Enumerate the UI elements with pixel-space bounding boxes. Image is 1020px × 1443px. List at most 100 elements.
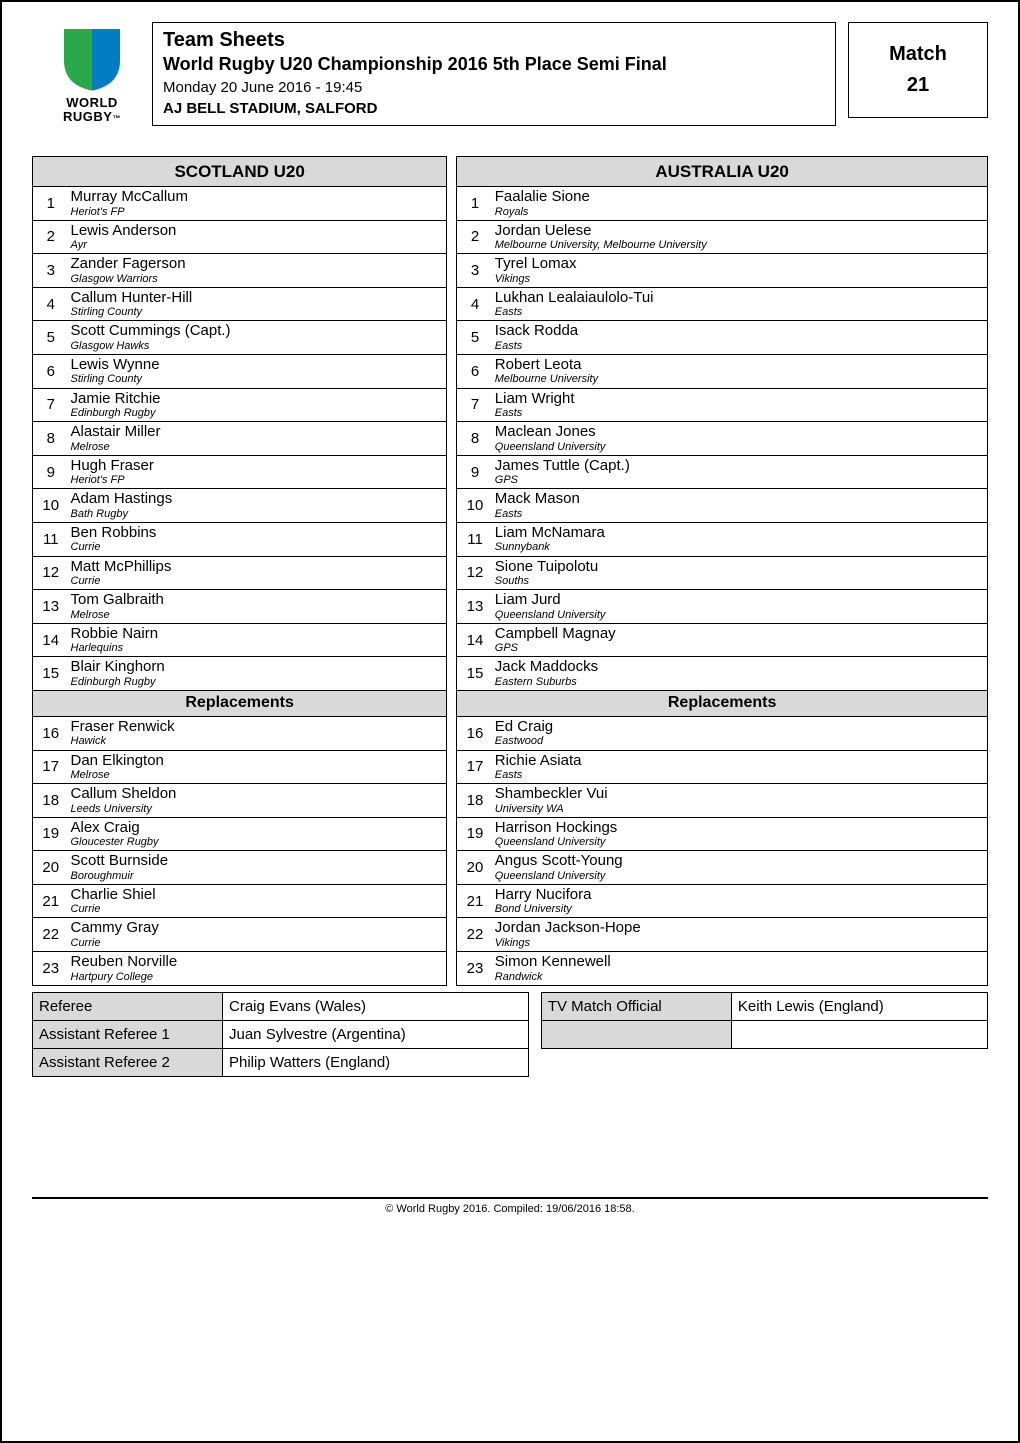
player-club: Glasgow Warriors — [71, 273, 441, 285]
player-cell: Tyrel Lomax Vikings — [493, 254, 988, 288]
player-number: 10 — [33, 489, 69, 523]
player-name: Robert Leota — [495, 357, 981, 374]
spacer — [447, 489, 457, 523]
official-empty-value — [731, 1048, 987, 1076]
player-club: Melbourne University, Melbourne Universi… — [495, 239, 981, 251]
player-name: Matt McPhillips — [71, 559, 441, 576]
footer: © World Rugby 2016. Compiled: 19/06/2016… — [32, 1197, 988, 1215]
player-cell: Sione Tuipolotu Souths — [493, 556, 988, 590]
player-cell: Richie Asiata Easts — [493, 750, 988, 784]
player-cell: Jordan Jackson-Hope Vikings — [493, 918, 988, 952]
ar1-value: Juan Sylvestre (Argentina) — [223, 1020, 529, 1048]
player-club: Melrose — [71, 441, 441, 453]
player-cell: Callum Hunter-Hill Stirling County — [69, 287, 447, 321]
player-name: Jordan Jackson-Hope — [495, 920, 981, 937]
player-name: Scott Burnside — [71, 853, 441, 870]
player-name: Campbell Magnay — [495, 626, 981, 643]
player-cell: Harrison Hockings Queensland University — [493, 817, 988, 851]
player-cell: Fraser Renwick Hawick — [69, 716, 447, 750]
player-name: Maclean Jones — [495, 424, 981, 441]
title-venue: AJ BELL STADIUM, SALFORD — [163, 100, 825, 117]
player-name: Reuben Norville — [71, 954, 441, 971]
spacer — [447, 750, 457, 784]
player-name: Ed Craig — [495, 719, 981, 736]
page: WORLD RUGBY™ Team Sheets World Rugby U20… — [0, 0, 1020, 1443]
player-number: 17 — [457, 750, 493, 784]
player-name: Tom Galbraith — [71, 592, 441, 609]
player-number: 16 — [33, 716, 69, 750]
world-rugby-logo-icon — [57, 22, 127, 92]
player-row: 12 Matt McPhillips Currie 12 Sione Tuipo… — [33, 556, 988, 590]
player-row: 5 Scott Cummings (Capt.) Glasgow Hawks 5… — [33, 321, 988, 355]
player-name: Adam Hastings — [71, 491, 441, 508]
player-club: Ayr — [71, 239, 441, 251]
player-name: Blair Kinghorn — [71, 659, 441, 676]
player-cell: Ben Robbins Currie — [69, 522, 447, 556]
player-cell: Matt McPhillips Currie — [69, 556, 447, 590]
player-name: Jack Maddocks — [495, 659, 981, 676]
player-club: Melrose — [71, 609, 441, 621]
player-number: 6 — [457, 354, 493, 388]
spacer — [447, 354, 457, 388]
player-cell: Angus Scott-Young Queensland University — [493, 851, 988, 885]
player-club: Stirling County — [71, 306, 441, 318]
player-row: 16 Fraser Renwick Hawick 16 Ed Craig Eas… — [33, 716, 988, 750]
player-row: 6 Lewis Wynne Stirling County 6 Robert L… — [33, 354, 988, 388]
player-cell: Liam McNamara Sunnybank — [493, 522, 988, 556]
player-number: 21 — [33, 884, 69, 918]
spacer — [447, 556, 457, 590]
player-cell: Tom Galbraith Melrose — [69, 590, 447, 624]
player-name: Zander Fagerson — [71, 256, 441, 273]
player-club: Queensland University — [495, 441, 981, 453]
player-name: Harry Nucifora — [495, 887, 981, 904]
player-club: Boroughmuir — [71, 870, 441, 882]
spacer — [447, 784, 457, 818]
player-name: Richie Asiata — [495, 753, 981, 770]
player-number: 17 — [33, 750, 69, 784]
player-row: 23 Reuben Norville Hartpury College 23 S… — [33, 952, 988, 986]
player-club: Gloucester Rugby — [71, 836, 441, 848]
player-club: Leeds University — [71, 803, 441, 815]
player-name: Sione Tuipolotu — [495, 559, 981, 576]
player-name: Lewis Anderson — [71, 223, 441, 240]
player-number: 8 — [457, 422, 493, 456]
replacements-heading-australia: Replacements — [457, 690, 988, 716]
player-cell: Isack Rodda Easts — [493, 321, 988, 355]
world-rugby-logo: WORLD RUGBY™ — [32, 22, 152, 125]
spacer — [447, 817, 457, 851]
referee-label: Referee — [33, 992, 223, 1020]
logo-caption: WORLD RUGBY™ — [63, 96, 121, 125]
player-row: 14 Robbie Nairn Harlequins 14 Campbell M… — [33, 623, 988, 657]
player-cell: Alastair Miller Melrose — [69, 422, 447, 456]
ar2-label: Assistant Referee 2 — [33, 1048, 223, 1076]
player-number: 23 — [457, 952, 493, 986]
player-cell: Mack Mason Easts — [493, 489, 988, 523]
player-number: 5 — [33, 321, 69, 355]
player-cell: Jack Maddocks Eastern Suburbs — [493, 657, 988, 691]
official-empty-label — [541, 1020, 731, 1048]
spacer — [528, 1020, 541, 1048]
player-row: 7 Jamie Ritchie Edinburgh Rugby 7 Liam W… — [33, 388, 988, 422]
player-cell: Harry Nucifora Bond University — [493, 884, 988, 918]
player-name: Scott Cummings (Capt.) — [71, 323, 441, 340]
player-row: 11 Ben Robbins Currie 11 Liam McNamara S… — [33, 522, 988, 556]
player-club: Hartpury College — [71, 971, 441, 983]
player-number: 19 — [457, 817, 493, 851]
player-cell: Reuben Norville Hartpury College — [69, 952, 447, 986]
player-club: Eastwood — [495, 735, 981, 747]
player-row: 17 Dan Elkington Melrose 17 Richie Asiat… — [33, 750, 988, 784]
player-number: 14 — [33, 623, 69, 657]
player-club: Easts — [495, 769, 981, 781]
player-club: Currie — [71, 541, 441, 553]
player-number: 16 — [457, 716, 493, 750]
spacer — [447, 716, 457, 750]
player-number: 22 — [457, 918, 493, 952]
spacer — [447, 522, 457, 556]
player-club: Easts — [495, 508, 981, 520]
player-name: Harrison Hockings — [495, 820, 981, 837]
player-cell: Charlie Shiel Currie — [69, 884, 447, 918]
player-number: 22 — [33, 918, 69, 952]
player-name: Hugh Fraser — [71, 458, 441, 475]
spacer — [447, 455, 457, 489]
player-name: Alastair Miller — [71, 424, 441, 441]
